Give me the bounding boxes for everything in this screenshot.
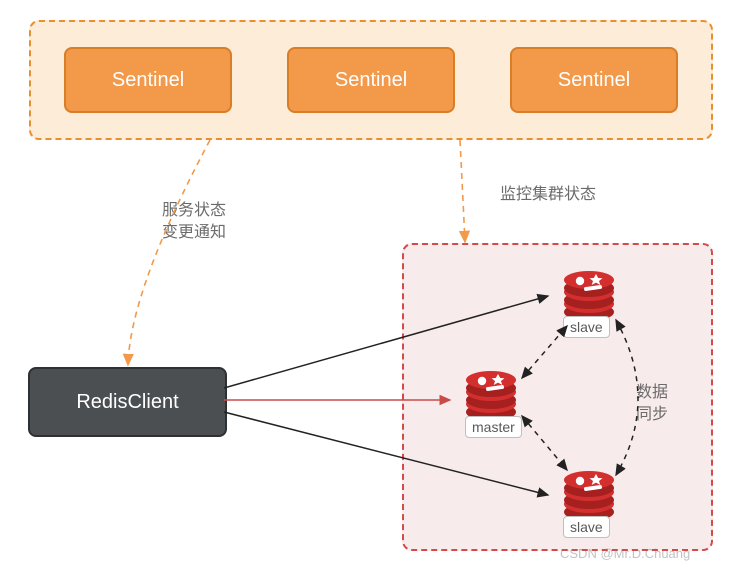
sentinel-node-3: Sentinel bbox=[510, 47, 678, 113]
annotation-monitor: 监控集群状态 bbox=[500, 184, 596, 206]
sentinel-label: Sentinel bbox=[335, 69, 407, 92]
redis-slave-node-1: slave bbox=[560, 266, 618, 336]
annotation-notify: 服务状态 变更通知 bbox=[162, 200, 226, 245]
watermark-text: CSDN @Mr.D.Chuang bbox=[560, 546, 690, 561]
redis-client-node: RedisClient bbox=[28, 367, 227, 437]
sentinel-node-2: Sentinel bbox=[287, 47, 455, 113]
edge-sentinel-to-client bbox=[128, 140, 210, 365]
redis-slave-node-2: slave bbox=[560, 466, 618, 536]
sentinel-label: Sentinel bbox=[558, 69, 630, 92]
client-label: RedisClient bbox=[76, 391, 178, 414]
sentinel-node-1: Sentinel bbox=[64, 47, 232, 113]
redis-node-label: slave bbox=[563, 516, 610, 538]
sentinel-label: Sentinel bbox=[112, 69, 184, 92]
annotation-sync: 数据 同步 bbox=[636, 382, 668, 427]
edge-sentinel-to-cluster bbox=[460, 140, 465, 242]
redis-node-label: master bbox=[465, 416, 522, 438]
redis-master-node: master bbox=[462, 366, 520, 436]
redis-node-label: slave bbox=[563, 316, 610, 338]
